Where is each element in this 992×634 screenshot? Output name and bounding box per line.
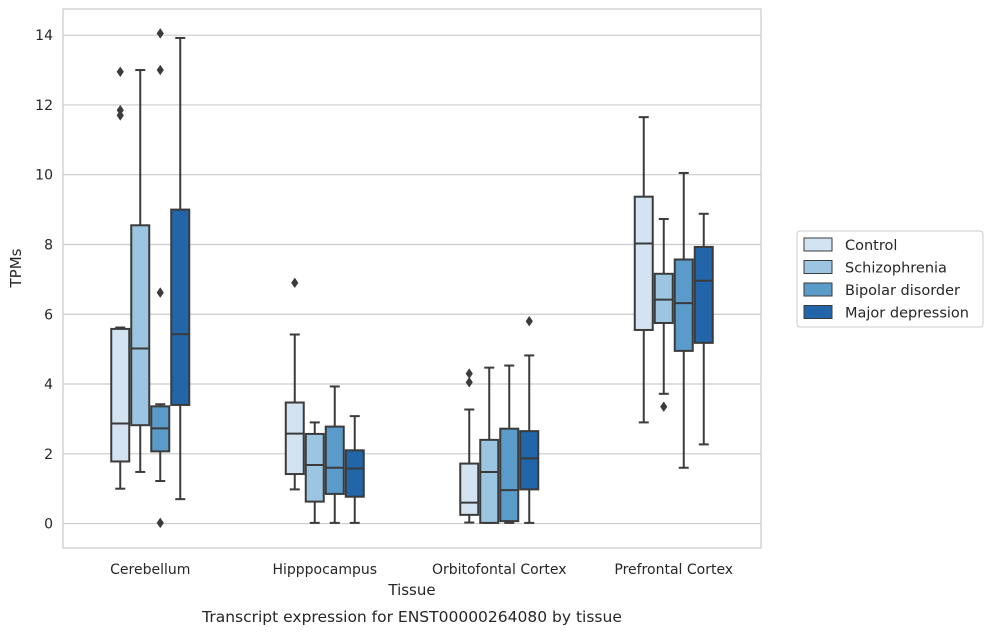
box-prefrontal-cortex-major-depression <box>693 212 714 446</box>
y-tick-label: 4 <box>44 377 53 393</box>
x-tick-label: Hipppocampus <box>272 562 377 578</box>
x-axis-label: Tissue <box>387 581 435 599</box>
legend: Control Schizophrenia Bipolar disorder Majo… <box>796 230 984 328</box>
box-cerebellum-bipolar-disorder <box>150 28 171 529</box>
legend-label: Major depression <box>845 306 969 322</box>
box-prefrontal-cortex-schizophrenia <box>653 218 674 412</box>
outlier-point <box>156 28 164 39</box>
box-iqr <box>324 425 345 495</box>
box-orbitofontal-cortex-bipolar-disorder <box>499 364 520 524</box>
legend-label: Bipolar disorder <box>845 283 960 299</box>
y-tick-label: 8 <box>44 237 53 253</box>
extra-outliers <box>116 66 124 121</box>
y-tick-label: 6 <box>44 307 53 323</box>
legend-frame <box>796 230 984 328</box>
outlier-point <box>465 368 473 379</box>
outlier-point <box>156 287 164 298</box>
box-iqr <box>344 449 365 498</box>
y-tick-label: 10 <box>35 168 53 184</box>
y-tick-label: 12 <box>35 98 53 114</box>
box-prefrontal-cortex-control <box>633 116 654 424</box>
x-tick-labels: Cerebellum Hipppocampus Orbitofontal Corte… <box>110 562 733 578</box>
y-tick-labels: 0 2 4 6 8 10 12 14 <box>35 28 53 532</box>
outlier-point <box>156 64 164 76</box>
legend-swatch <box>803 260 833 274</box>
box-iqr <box>459 462 480 516</box>
legend-swatch <box>803 305 833 319</box>
box-iqr <box>170 208 191 406</box>
outlier-point <box>156 517 164 529</box>
box-orbitofontal-cortex-major-depression <box>519 316 540 524</box>
box-iqr <box>110 327 131 463</box>
outlier-point <box>116 104 124 116</box>
legend-label: Schizophrenia <box>845 261 947 277</box>
box-iqr <box>653 272 674 324</box>
boxes-layer <box>110 28 714 529</box>
box-iqr <box>130 224 151 427</box>
box-hipppocampus-major-depression <box>344 415 365 524</box>
x-tick-label: Prefrontal Cortex <box>614 562 733 578</box>
box-hipppocampus-schizophrenia <box>304 421 325 524</box>
box-iqr <box>519 430 540 491</box>
box-iqr <box>693 245 714 344</box>
box-hipppocampus-control <box>284 277 305 491</box>
box-iqr <box>479 438 500 524</box>
legend-label: Control <box>845 238 897 254</box>
outlier-point <box>465 377 473 388</box>
box-cerebellum-control <box>110 326 131 490</box>
box-orbitofontal-cortex-schizophrenia <box>479 366 500 524</box>
y-tick-label: 2 <box>44 447 53 463</box>
outlier-point <box>116 66 124 77</box>
box-hipppocampus-bipolar-disorder <box>324 385 345 524</box>
chart-caption: Transcript expression for ENST0000026408… <box>201 608 622 626</box>
box-orbitofontal-cortex-control <box>459 368 480 524</box>
y-tick-label: 0 <box>44 517 53 533</box>
box-cerebellum-major-depression <box>170 36 191 501</box>
box-cerebellum-schizophrenia <box>130 69 151 473</box>
box-prefrontal-cortex-bipolar-disorder <box>673 171 694 469</box>
outlier-point <box>660 401 668 412</box>
legend-swatch <box>803 237 833 252</box>
box-iqr <box>633 195 654 331</box>
box-iqr <box>304 432 325 503</box>
outlier-point <box>116 110 124 121</box>
x-tick-label: Orbitofontal Cortex <box>432 562 567 578</box>
box-iqr <box>284 401 305 476</box>
y-tick-label: 14 <box>35 28 53 44</box>
outlier-point <box>525 316 533 327</box>
y-axis-label: TPMs <box>7 248 25 288</box>
box-iqr <box>673 258 694 352</box>
box-iqr <box>499 427 520 523</box>
legend-swatch <box>803 282 833 297</box>
x-tick-label: Cerebellum <box>110 562 190 578</box>
outlier-point <box>291 277 299 289</box>
